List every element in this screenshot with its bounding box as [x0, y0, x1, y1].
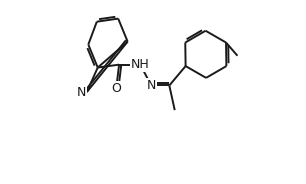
Text: NH: NH — [131, 58, 150, 71]
Text: N: N — [147, 79, 156, 92]
Text: O: O — [111, 82, 121, 95]
Text: N: N — [76, 86, 86, 98]
